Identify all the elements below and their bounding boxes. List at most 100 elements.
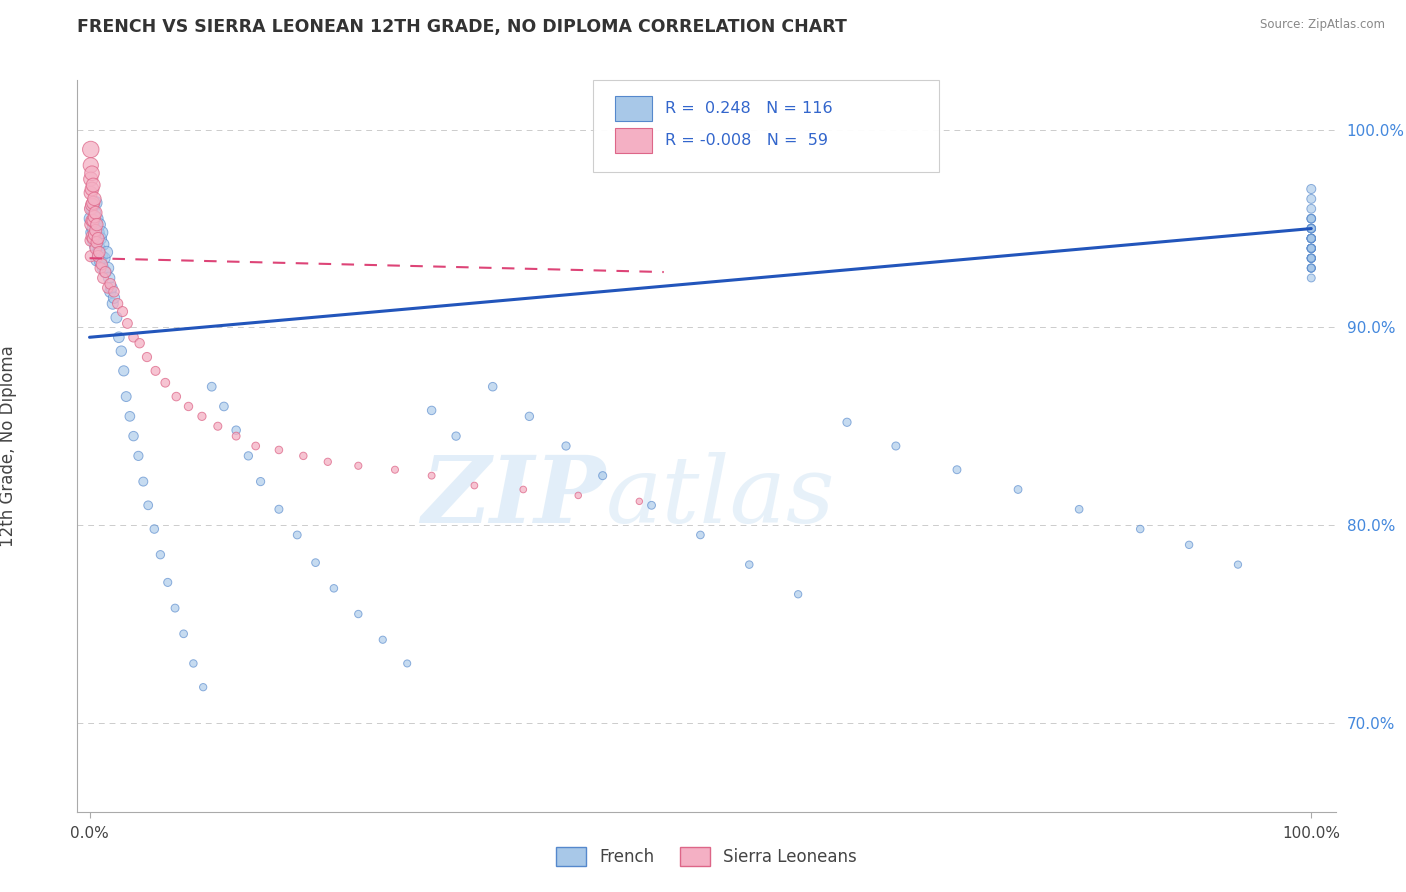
Point [1301, 221, 1323, 235]
Point [80, 226, 103, 240]
Point [225, 429, 247, 443]
Point [1301, 231, 1323, 245]
Point [122, 429, 145, 443]
Point [1301, 251, 1323, 265]
Point [1301, 231, 1323, 245]
Point [80, 158, 103, 172]
Point [80, 202, 103, 216]
Point [96, 245, 118, 260]
Point [91, 271, 114, 285]
Point [80, 202, 103, 216]
Point [110, 344, 132, 359]
Point [90, 255, 112, 269]
Point [1301, 231, 1323, 245]
Point [1301, 241, 1323, 255]
Point [80, 213, 103, 227]
Point [156, 575, 179, 590]
Point [89, 241, 111, 255]
Point [1301, 241, 1323, 255]
Point [111, 304, 134, 318]
Point [1301, 251, 1323, 265]
Point [1301, 211, 1323, 226]
Point [100, 281, 122, 295]
Point [1069, 502, 1091, 516]
Point [1301, 241, 1323, 255]
Point [1301, 211, 1323, 226]
Point [80, 198, 103, 212]
Point [1007, 483, 1029, 497]
Point [103, 291, 125, 305]
Point [1301, 241, 1323, 255]
Point [835, 415, 858, 429]
Point [112, 364, 135, 378]
Point [136, 498, 159, 512]
Point [87, 249, 110, 263]
Point [738, 558, 761, 572]
Point [1301, 231, 1323, 245]
Point [87, 245, 110, 260]
Point [90, 261, 112, 276]
Point [884, 439, 907, 453]
Text: 12th Grade, No Diploma: 12th Grade, No Diploma [0, 345, 17, 547]
Point [444, 429, 467, 443]
Point [86, 218, 108, 232]
Point [1301, 182, 1323, 196]
Bar [614, 95, 652, 120]
Point [689, 528, 711, 542]
Point [101, 296, 124, 310]
Point [103, 285, 125, 299]
Point [122, 330, 145, 344]
Point [1301, 231, 1323, 245]
Point [82, 234, 104, 248]
Point [117, 317, 139, 331]
Point [98, 277, 121, 291]
Point [82, 198, 104, 212]
Point [316, 455, 339, 469]
Point [245, 439, 267, 453]
Text: FRENCH VS SIERRA LEONEAN 12TH GRADE, NO DIPLOMA CORRELATION CHART: FRENCH VS SIERRA LEONEAN 12TH GRADE, NO … [77, 18, 848, 36]
Point [183, 657, 205, 671]
Point [1301, 251, 1323, 265]
Point [1301, 241, 1323, 255]
Point [128, 336, 150, 351]
Point [1301, 261, 1323, 276]
Bar [614, 128, 652, 153]
Point [132, 475, 155, 489]
Point [80, 218, 103, 232]
Point [115, 390, 138, 404]
Point [201, 380, 224, 394]
Point [94, 265, 117, 279]
Point [1301, 251, 1323, 265]
Legend: French, Sierra Leoneans: French, Sierra Leoneans [550, 840, 863, 873]
Point [1301, 221, 1323, 235]
Point [207, 419, 229, 434]
Point [83, 227, 105, 242]
Point [89, 218, 111, 232]
FancyBboxPatch shape [593, 80, 939, 171]
Point [946, 463, 969, 477]
Point [347, 607, 370, 621]
Text: atlas: atlas [606, 452, 835, 542]
Point [225, 423, 247, 437]
Point [1301, 261, 1323, 276]
Point [1301, 221, 1323, 235]
Point [1226, 558, 1249, 572]
Point [82, 213, 104, 227]
Point [249, 475, 271, 489]
Point [118, 409, 141, 424]
Point [82, 231, 104, 245]
Point [1301, 261, 1323, 276]
Point [1301, 231, 1323, 245]
Point [90, 249, 112, 263]
Point [89, 245, 111, 260]
Point [136, 350, 159, 364]
Point [567, 488, 589, 502]
Point [82, 221, 104, 235]
Point [105, 310, 128, 325]
Point [83, 229, 105, 244]
Point [86, 235, 108, 250]
Point [347, 458, 370, 473]
Point [127, 449, 149, 463]
Point [84, 239, 107, 253]
Point [84, 195, 107, 210]
